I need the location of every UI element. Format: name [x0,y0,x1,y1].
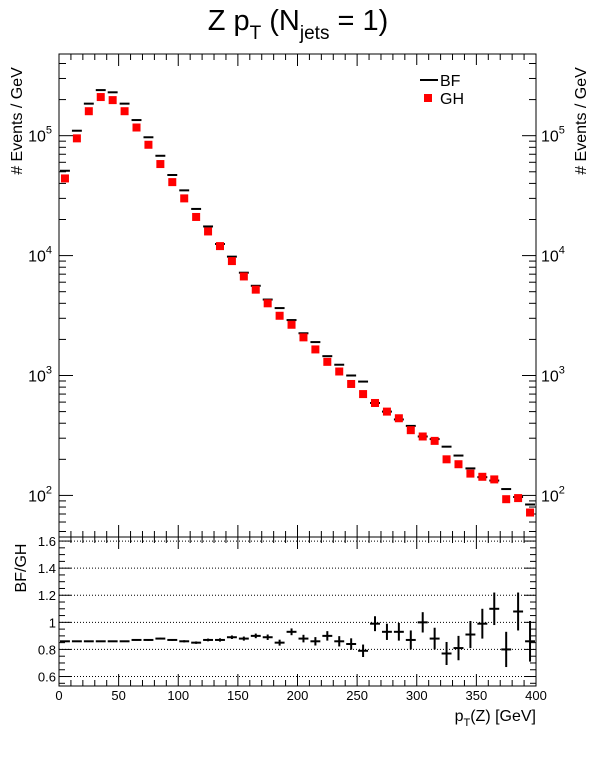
gh-point [502,495,511,504]
gh-point [478,472,487,481]
x-tick-label: 300 [406,688,428,703]
gh-point [287,320,296,329]
gh-point [454,460,463,469]
top-y-tick-label-left: 104 [28,245,52,266]
x-tick-label: 350 [466,688,488,703]
top-y-tick-label-right: 105 [541,125,565,146]
top-plot-frame [58,53,537,538]
x-tick-label: 150 [227,688,249,703]
gh-point [394,414,403,423]
ratio-y-tick-label: 1 [49,615,56,630]
gh-point [84,107,93,116]
x-tick-label: 200 [287,688,309,703]
tick-base: 10 [541,249,559,266]
legend-gh-label: GH [440,91,464,108]
gh-point [430,436,439,445]
x-axis-label: pT(Z) [GeV] [455,708,536,729]
legend-bf-label: BF [440,73,461,90]
tick-exponent: 2 [559,484,565,496]
top-y-tick-label-left: 103 [28,365,52,386]
tick-base: 10 [541,129,559,146]
tick-base: 10 [541,369,559,386]
ratio-axis-ticks: 0 50 100 150 200 250 300 350 400 0.6 0.8 1 1.2 1.4 1.6 [38,534,547,703]
gh-point [406,426,415,435]
tick-exponent: 4 [46,245,52,257]
chart-title: Z pT (Njets = 1) [208,5,389,44]
x-tick-label: 50 [111,688,125,703]
gh-point [156,160,165,169]
top-ylabel-right: # Events / GeV [573,67,590,175]
tick-exponent: 3 [46,365,52,377]
gh-point [144,140,153,149]
gh-point [72,134,81,143]
tick-exponent: 3 [559,365,565,377]
top-ylabel-left: # Events / GeV [9,67,26,175]
gh-point [204,227,213,236]
ratio-y-tick-label: 1.4 [38,561,56,576]
gh-point [251,285,260,294]
gh-point [382,407,391,416]
x-tick-label: 250 [346,688,368,703]
tick-base: 10 [28,129,46,146]
tick-base: 10 [541,488,559,505]
gh-point [466,469,475,478]
gh-point [418,432,427,441]
tick-exponent: 2 [46,484,52,496]
gh-point [490,475,499,484]
gh-point [371,398,380,407]
gh-point [108,96,117,105]
gh-point [299,333,308,342]
tick-base: 10 [28,369,46,386]
gh-point [60,174,69,183]
gh-point [335,367,344,376]
gh-point [96,93,105,102]
legend: BF GH [415,65,485,109]
gh-point [132,123,141,132]
tick-exponent: 4 [559,245,565,257]
x-tick-label: 0 [55,688,62,703]
gh-point [192,212,201,221]
ratio-gridlines [59,540,536,678]
x-tick-label: 100 [167,688,189,703]
ratio-ylabel: BF/GH [13,544,30,593]
gh-point [359,390,368,399]
gh-point [180,194,189,203]
top-y-tick-label-left: 105 [28,125,52,146]
gh-point [347,379,356,388]
gh-point [239,272,248,281]
gh-point [526,508,535,517]
top-y-tick-label-right: 103 [541,365,565,386]
ratio-y-tick-label: 0.8 [38,642,56,657]
x-tick-label: 400 [525,688,547,703]
tick-base: 10 [28,488,46,505]
ratio-y-tick-label: 1.2 [38,588,56,603]
tick-exponent: 5 [46,125,52,137]
gh-point [120,107,129,116]
ratio-y-tick-label: 0.6 [38,670,56,685]
gh-point [442,455,451,464]
legend-gh-marker [424,94,432,102]
ratio-y-tick-label: 1.6 [38,534,56,549]
gh-point [514,494,523,503]
gh-point [275,311,284,320]
top-y-tick-label-right: 104 [541,245,565,266]
gh-point [168,178,177,187]
ratio-plot-frame [58,536,537,687]
top-y-tick-label-left: 102 [28,484,52,505]
tick-exponent: 5 [559,125,565,137]
top-y-tick-label-right: 102 [541,484,565,505]
ratio-data-layer [60,592,535,668]
gh-point [263,299,272,308]
gh-point [227,257,236,266]
gh-point [323,357,332,366]
top-data-layer [60,89,535,517]
tick-base: 10 [28,249,46,266]
gh-point [215,242,224,251]
gh-point [311,345,320,354]
